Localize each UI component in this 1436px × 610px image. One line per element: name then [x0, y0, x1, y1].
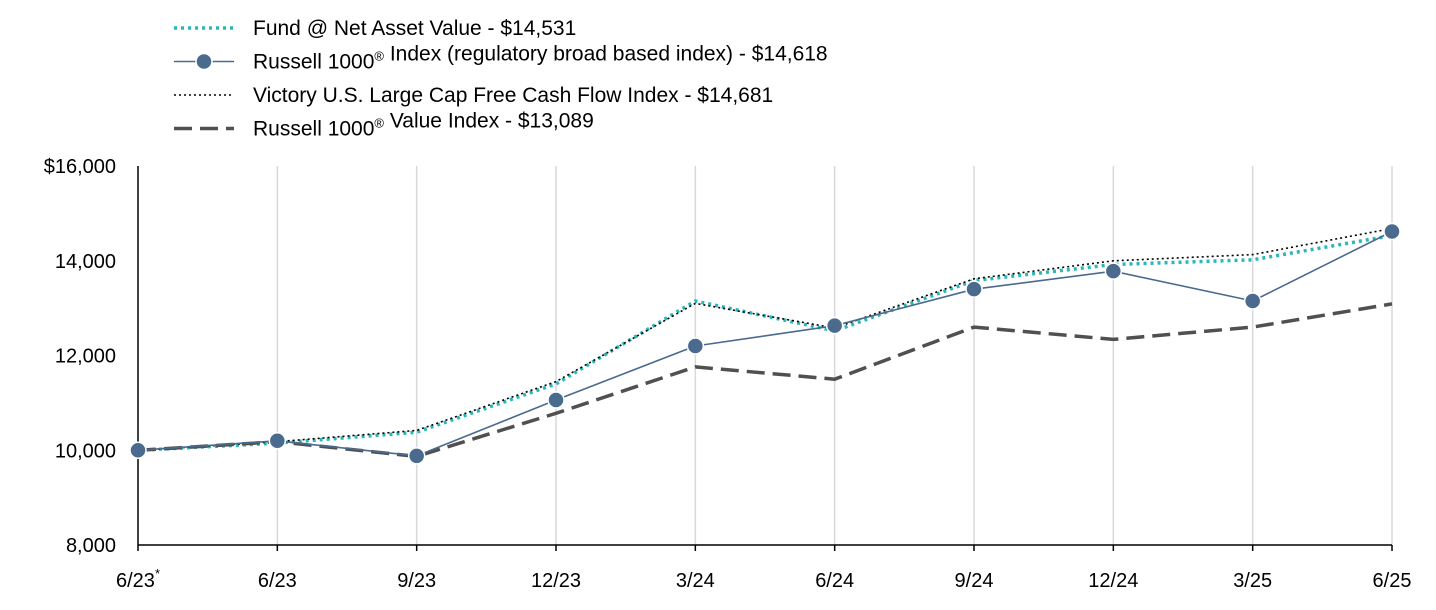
data-point-8 — [1243, 292, 1262, 310]
legend-item-3: Russell 1000® Value Index - $13,089 — [174, 110, 594, 141]
x-tick-label-4: 3/24 — [676, 570, 715, 592]
data-point-9 — [1383, 222, 1401, 241]
series-line-fund-net-asset-value-14-531 — [137, 233, 1393, 453]
y-tick-label-3: 14,000 — [55, 251, 116, 273]
x-tick-label-1: 6/23 — [258, 570, 297, 592]
y-tick-label-0: 8,000 — [66, 535, 116, 557]
series-victory-u-s-large-cap-free-cash-flow-ind — [137, 227, 1393, 452]
chart-axes — [137, 166, 1393, 551]
x-tick-footnote-mark: * — [155, 566, 160, 581]
series-line-russell-1000-index-regulatory-broad-base — [137, 230, 1393, 457]
x-tick-label-3: 12/23 — [531, 570, 581, 592]
x-tick-label-6: 9/24 — [955, 570, 994, 592]
y-tick-label-2: 12,000 — [55, 346, 116, 368]
y-tick-label-1: 10,000 — [55, 440, 116, 462]
legend-marker-1 — [195, 52, 213, 71]
x-tick-label-0: 6/23* — [116, 566, 160, 592]
chart-series — [129, 222, 1401, 465]
series-line-russell-1000-value-index-13-089 — [137, 302, 1393, 459]
legend-label-3: Russell 1000® Value Index - $13,089 — [253, 110, 594, 141]
data-point-6 — [965, 280, 983, 298]
data-point-1 — [268, 432, 287, 450]
series-russell-1000-value-index-13-089 — [137, 302, 1393, 459]
x-tick-label-8: 3/25 — [1233, 570, 1272, 592]
legend-item-1: Russell 1000® Index (regulatory broad ba… — [174, 43, 828, 74]
x-tick-label-7: 12/24 — [1088, 570, 1138, 592]
series-fund-net-asset-value-14-531 — [137, 233, 1393, 453]
x-axis-labels: 6/23* 6/23 9/23 12/23 3/24 6/24 9/24 12/24 3/25 6… — [116, 566, 1411, 592]
legend-item-0: Fund @ Net Asset Value - $14,531 — [174, 17, 576, 40]
y-tick-label-4: $16,000 — [44, 156, 116, 178]
x-tick-label-2: 9/23 — [397, 570, 436, 592]
y-axis-labels: 8,000 10,000 12,000 14,000 $16,000 — [44, 156, 116, 557]
data-point-5 — [825, 316, 844, 335]
data-point-3 — [547, 391, 565, 409]
series-russell-1000-index-regulatory-broad-base — [129, 222, 1401, 465]
series-line-victory-u-s-large-cap-free-cash-flow-ind — [137, 227, 1393, 452]
data-point-7 — [1104, 262, 1123, 280]
legend-label-2: Victory U.S. Large Cap Free Cash Flow In… — [253, 84, 773, 107]
data-point-0 — [129, 441, 147, 459]
x-tick-label-5: 6/24 — [815, 570, 854, 592]
x-tick-label-9: 6/25 — [1373, 570, 1412, 592]
chart-gridlines — [276, 166, 1393, 545]
chart-legend: Fund @ Net Asset Value - $14,531 Russell … — [174, 17, 828, 141]
legend-label-1: Russell 1000® Index (regulatory broad ba… — [253, 43, 828, 74]
data-point-2 — [407, 447, 426, 465]
legend-item-2: Victory U.S. Large Cap Free Cash Flow In… — [174, 84, 773, 107]
data-point-4 — [686, 337, 705, 355]
legend-label-0: Fund @ Net Asset Value - $14,531 — [253, 17, 576, 40]
